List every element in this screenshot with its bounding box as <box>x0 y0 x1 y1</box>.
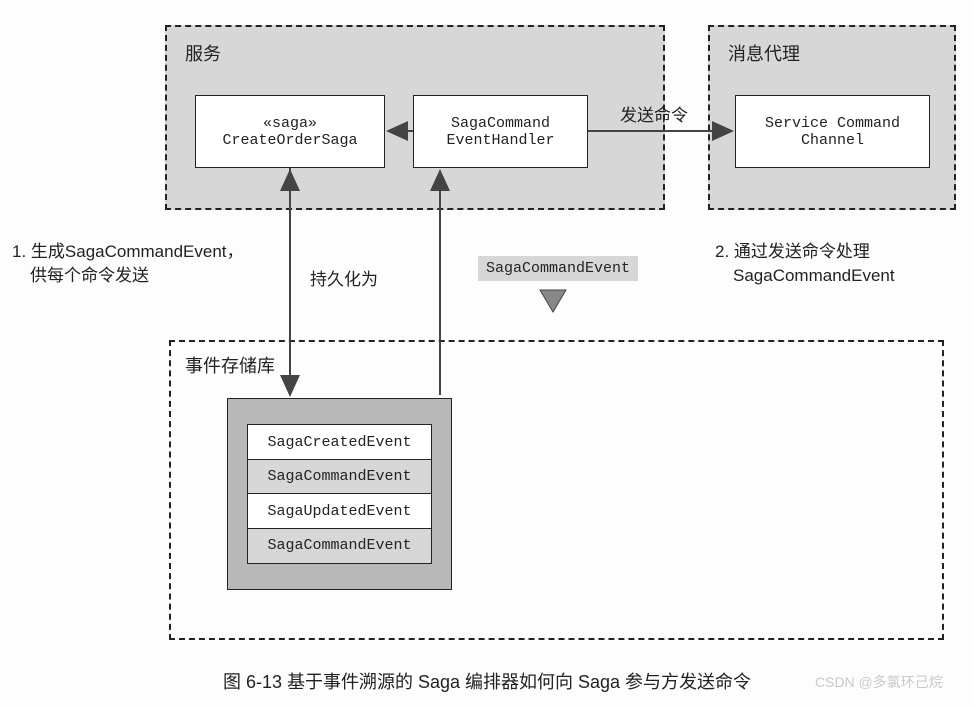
event-row-3: SagaCommandEvent <box>247 528 432 564</box>
annotation-left: 1. 生成SagaCommandEvent， 供每个命令发送 <box>12 240 244 288</box>
event-row-0: SagaCreatedEvent <box>247 424 432 460</box>
handler-line1: SagaCommand <box>451 115 550 132</box>
event-row-2-label: SagaUpdatedEvent <box>267 503 411 520</box>
event-row-1: SagaCommandEvent <box>247 459 432 495</box>
dispatch-token: SagaCommandEvent <box>478 256 638 281</box>
channel-line1: Service Command <box>765 115 900 132</box>
send-command-label: 发送命令 <box>620 104 688 128</box>
watermark: CSDN @多氯环己烷 <box>815 672 943 692</box>
handler-line2: EventHandler <box>446 132 554 149</box>
annotation-right-line1: 2. 通过发送命令处理 <box>715 240 895 264</box>
annotation-right: 2. 通过发送命令处理 SagaCommandEvent <box>715 240 895 288</box>
event-row-1-label: SagaCommandEvent <box>267 468 411 485</box>
annotation-left-line1: 1. 生成SagaCommandEvent， <box>12 240 244 264</box>
saga-box: «saga» CreateOrderSaga <box>195 95 385 168</box>
annotation-right-line2: SagaCommandEvent <box>715 264 895 288</box>
event-row-3-label: SagaCommandEvent <box>267 537 411 554</box>
broker-title: 消息代理 <box>728 40 800 66</box>
annotation-left-line2: 供每个命令发送 <box>12 264 244 288</box>
channel-line2: Channel <box>801 132 864 149</box>
channel-box: Service Command Channel <box>735 95 930 168</box>
event-row-2: SagaUpdatedEvent <box>247 493 432 529</box>
event-row-0-label: SagaCreatedEvent <box>267 434 411 451</box>
service-title: 服务 <box>185 40 221 66</box>
saga-stereotype: «saga» <box>263 115 317 132</box>
handler-box: SagaCommand EventHandler <box>413 95 588 168</box>
event-store-title: 事件存储库 <box>185 352 275 378</box>
event-store-inner: SagaCreatedEvent SagaCommandEvent SagaUp… <box>227 398 452 590</box>
saga-name: CreateOrderSaga <box>222 132 357 149</box>
persist-label: 持久化为 <box>310 268 378 292</box>
